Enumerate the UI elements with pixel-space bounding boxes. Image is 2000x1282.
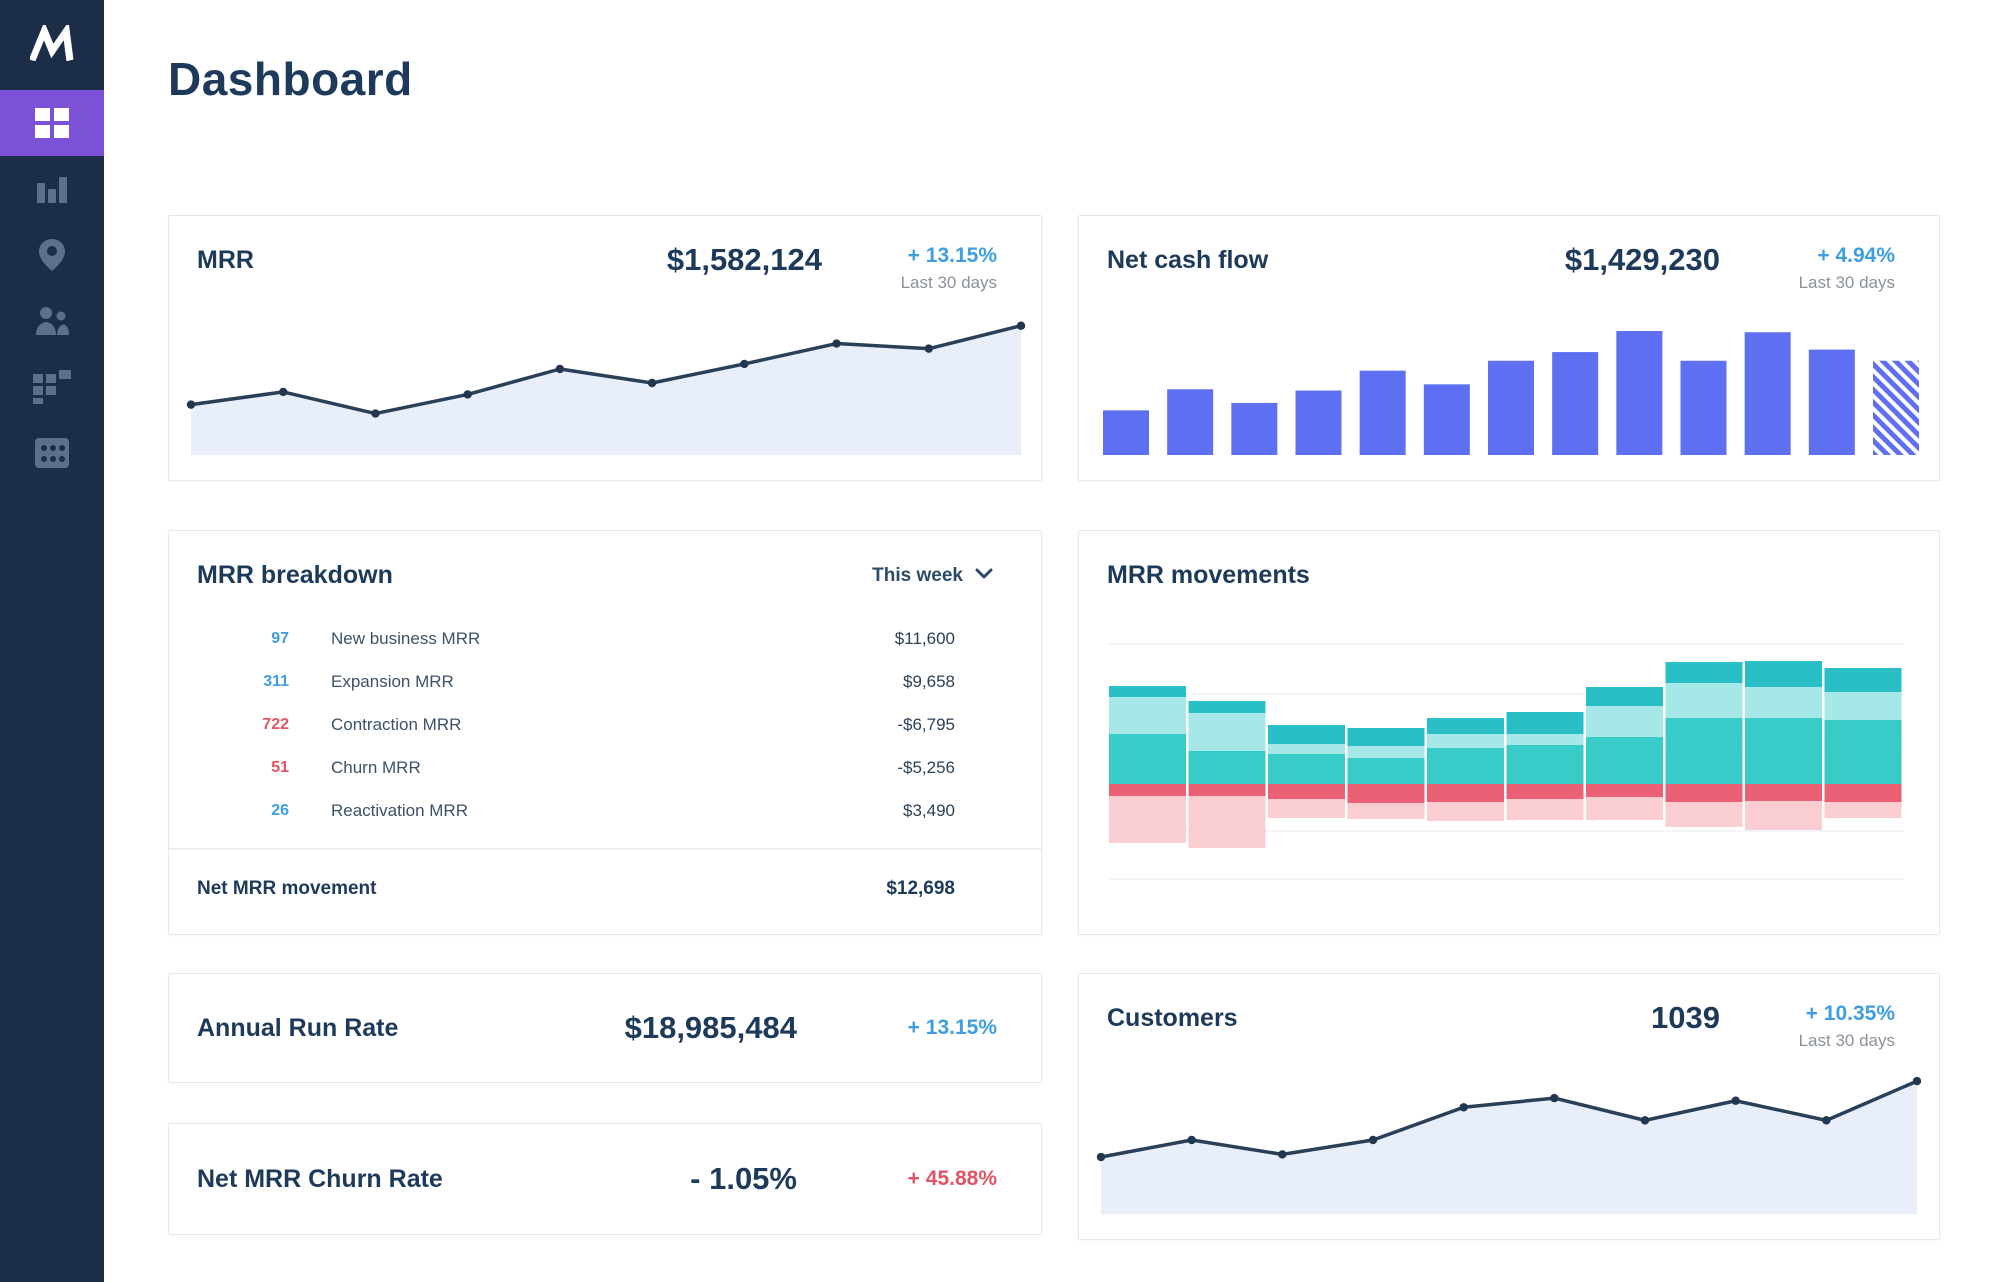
card-mrr: MRR $1,582,124 + 13.15% Last 30 days xyxy=(168,215,1042,481)
arr-value: $18,985,484 xyxy=(624,1010,797,1045)
logo-m-icon xyxy=(28,21,74,66)
breakdown-row-count: 311 xyxy=(263,672,289,690)
customers-area-chart xyxy=(1095,1052,1923,1219)
customers-period-label: Last 30 days xyxy=(1798,1031,1895,1050)
breakdown-row-label: New business MRR xyxy=(331,628,481,648)
breakdown-row-count: 722 xyxy=(262,715,289,733)
sidebar-item-data-table[interactable] xyxy=(0,420,104,486)
breakdown-row: 97 New business MRR $11,600 xyxy=(169,617,1041,660)
breakdown-row-label: Churn MRR xyxy=(331,757,421,777)
card-mrr-movements: MRR movements xyxy=(1078,530,1940,935)
chevron-down-icon xyxy=(975,567,993,585)
card-annual-run-rate: Annual Run Rate $18,985,484 + 13.15% xyxy=(168,973,1042,1083)
mrr-period-label: Last 30 days xyxy=(900,273,997,292)
mrr-change-badge: + 13.15% xyxy=(907,244,997,267)
customers-change-badge: + 10.35% xyxy=(1805,1002,1895,1025)
card-net-cash-flow: Net cash flow $1,429,230 + 4.94% Last 30… xyxy=(1078,215,1940,481)
sidebar-item-funnel[interactable] xyxy=(0,354,104,420)
breakdown-row: 722 Contraction MRR -$6,795 xyxy=(169,703,1041,746)
week-filter-label: This week xyxy=(872,565,963,586)
breakdown-row-value: $3,490 xyxy=(903,800,955,820)
ncf-change-badge: + 4.94% xyxy=(1817,244,1895,267)
breakdown-rows: 97 New business MRR $11,600 311 Expansion MR… xyxy=(169,617,1041,832)
sidebar-item-locations[interactable] xyxy=(0,222,104,288)
breakdown-row-label: Expansion MRR xyxy=(331,671,454,691)
table-dots-icon xyxy=(34,437,70,469)
breakdown-footer-row: Net MRR movement $12,698 xyxy=(197,869,955,909)
breakdown-row-count: 97 xyxy=(271,629,289,647)
mrr-movements-stacked-chart xyxy=(1109,627,1904,904)
card-mrr-breakdown: MRR breakdown This week 97 New business M… xyxy=(168,530,1042,935)
sidebar-item-dashboard[interactable] xyxy=(0,90,104,156)
users-icon xyxy=(34,305,70,337)
breakdown-divider xyxy=(169,848,1041,850)
breakdown-row-value: -$6,795 xyxy=(897,714,955,734)
breakdown-row-value: -$5,256 xyxy=(897,757,955,777)
movements-card-title: MRR movements xyxy=(1107,561,1310,589)
sidebar-item-reports[interactable] xyxy=(0,156,104,222)
churn-change-badge: + 45.88% xyxy=(907,1167,997,1190)
customers-value: 1039 xyxy=(1651,1000,1720,1035)
churn-title: Net MRR Churn Rate xyxy=(197,1164,443,1193)
arr-title: Annual Run Rate xyxy=(197,1013,399,1042)
mrr-value: $1,582,124 xyxy=(666,242,822,277)
breakdown-row-value: $11,600 xyxy=(894,628,955,648)
breakdown-row: 26 Reactivation MRR $3,490 xyxy=(169,789,1041,832)
dashboard-grid-icon xyxy=(34,107,70,139)
breakdown-card-title: MRR breakdown xyxy=(197,561,393,589)
sidebar-item-customers[interactable] xyxy=(0,288,104,354)
arr-change-badge: + 13.15% xyxy=(907,1016,997,1039)
map-pin-icon xyxy=(37,238,67,272)
breakdown-row-label: Reactivation MRR xyxy=(331,800,468,820)
mrr-card-title: MRR xyxy=(197,246,254,274)
page-title: Dashboard xyxy=(168,53,413,105)
net-mrr-movement-value: $12,698 xyxy=(886,878,955,899)
mrr-area-chart xyxy=(185,297,1026,460)
breakdown-row-value: $9,658 xyxy=(903,671,955,691)
breakdown-row-count: 26 xyxy=(271,801,289,819)
breakdown-row: 311 Expansion MRR $9,658 xyxy=(169,660,1041,703)
blocks-icon xyxy=(33,370,71,404)
breakdown-row-label: Contraction MRR xyxy=(331,714,462,734)
breakdown-row-count: 51 xyxy=(271,758,289,776)
net-mrr-movement-label: Net MRR movement xyxy=(197,878,377,899)
net-cash-flow-bar-chart xyxy=(1103,323,1919,460)
ncf-value: $1,429,230 xyxy=(1564,242,1720,277)
card-net-mrr-churn-rate: Net MRR Churn Rate - 1.05% + 45.88% xyxy=(168,1123,1042,1235)
customers-card-title: Customers xyxy=(1107,1004,1238,1032)
breakdown-row: 51 Churn MRR -$5,256 xyxy=(169,746,1041,789)
churn-value: - 1.05% xyxy=(690,1161,797,1196)
week-filter-dropdown[interactable]: This week xyxy=(872,565,993,587)
app-logo[interactable] xyxy=(0,0,104,90)
sidebar xyxy=(0,0,104,1282)
card-customers: Customers 1039 + 10.35% Last 30 days xyxy=(1078,973,1940,1240)
ncf-card-title: Net cash flow xyxy=(1107,246,1269,274)
bar-chart-icon xyxy=(35,173,69,205)
ncf-period-label: Last 30 days xyxy=(1798,273,1895,292)
